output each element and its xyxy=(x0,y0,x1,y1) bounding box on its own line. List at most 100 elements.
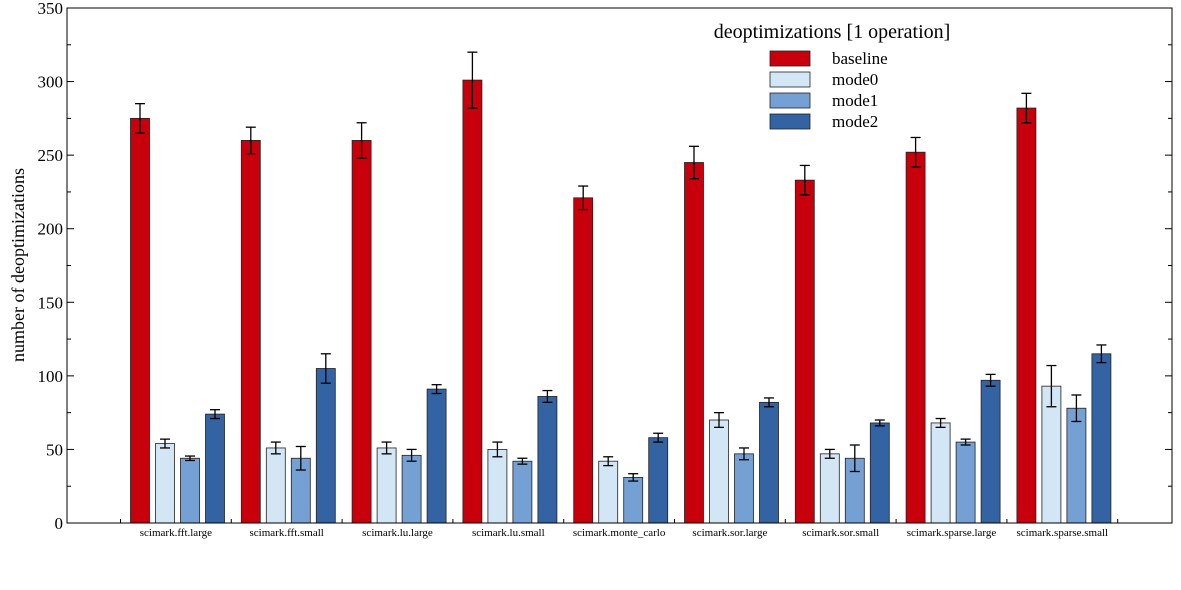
bar-mode1-scimark-sparse-large xyxy=(955,441,976,524)
bar-mode1-scimark-sparse-small xyxy=(1066,407,1087,524)
legend-entries: baseline mode0 mode1 mode2 xyxy=(769,49,888,131)
bar-mode1-scimark-monte-carlo xyxy=(623,476,644,524)
bar-mode2-scimark-sparse-small xyxy=(1091,353,1112,524)
bar-mode2-scimark-lu-large xyxy=(426,388,447,524)
error-bar-mode2-scimark-sor-large xyxy=(764,397,774,408)
error-bar-mode2-scimark-sparse-large xyxy=(985,373,996,387)
error-bar-mode0-scimark-fft-large xyxy=(160,438,170,449)
bar-mode1-scimark-fft-large xyxy=(180,457,200,524)
error-bar-mode1-scimark-fft-large xyxy=(185,455,195,462)
x-tick-label-scimark-monte-carlo: scimark.monte_carlo xyxy=(573,527,666,539)
bar-mode2-scimark-sor-large xyxy=(759,401,779,524)
legend-swatch-baseline xyxy=(769,50,811,67)
bar-baseline-scimark-sparse-small xyxy=(1016,107,1037,524)
y-axis: 0 50 100 150 200 250 300 350 xyxy=(38,0,1172,533)
bar-mode1-scimark-sor-large xyxy=(734,453,754,524)
error-bar-baseline-scimark-lu-small xyxy=(467,51,478,109)
error-bar-mode1-scimark-lu-large xyxy=(406,448,417,462)
error-bar-baseline-scimark-sparse-large xyxy=(910,136,921,168)
x-tick-label-scimark-sparse-small: scimark.sparse.small xyxy=(1016,527,1108,539)
bar-mode0-scimark-sparse-large xyxy=(930,422,951,524)
bar-mode0-scimark-lu-small xyxy=(487,449,508,524)
error-bar-mode1-scimark-fft-small xyxy=(295,445,306,471)
bar-mode2-scimark-fft-large xyxy=(205,413,225,524)
x-tick-label-scimark-lu-small: scimark.lu.small xyxy=(472,527,545,539)
y-tick-label-350: 350 xyxy=(38,0,64,18)
x-axis: scimark.fft.large scimark.fft.small scimar… xyxy=(120,519,1119,539)
error-bar-mode0-scimark-lu-small xyxy=(492,441,503,458)
bar-baseline-scimark-lu-small xyxy=(462,79,483,524)
bar-mode1-scimark-lu-small xyxy=(512,460,533,524)
bar-mode0-scimark-fft-large xyxy=(155,443,175,524)
legend: deoptimizations [1 operation] baseline mo… xyxy=(714,21,951,131)
legend-label-mode2: mode2 xyxy=(832,112,878,131)
bar-mode1-scimark-lu-large xyxy=(401,454,422,524)
error-bar-baseline-scimark-fft-large xyxy=(135,102,145,134)
error-bar-mode2-scimark-fft-small xyxy=(320,353,331,384)
error-bar-mode0-scimark-sor-large xyxy=(714,411,724,429)
bar-mode0-scimark-lu-large xyxy=(376,447,397,524)
error-bar-mode1-scimark-sparse-small xyxy=(1071,394,1082,423)
bar-mode0-scimark-monte-carlo xyxy=(598,460,619,524)
error-bar-mode0-scimark-sor-small xyxy=(824,448,835,459)
legend-label-mode0: mode0 xyxy=(832,70,878,89)
legend-swatch-mode0 xyxy=(769,71,811,88)
bar-mode2-scimark-monte-carlo xyxy=(648,437,669,524)
error-bar-baseline-scimark-lu-large xyxy=(356,122,367,159)
legend-label-baseline: baseline xyxy=(832,49,888,68)
bar-mode0-scimark-sor-small xyxy=(819,453,840,524)
error-bar-mode0-scimark-fft-small xyxy=(270,441,281,455)
bar-baseline-scimark-fft-large xyxy=(130,117,150,524)
error-bar-baseline-scimark-sparse-small xyxy=(1021,92,1032,124)
bar-mode0-scimark-sor-large xyxy=(709,419,729,524)
x-tick-label-scimark-fft-small: scimark.fft.small xyxy=(250,527,324,539)
error-bar-mode1-scimark-lu-small xyxy=(517,457,528,465)
error-bar-baseline-scimark-sor-small xyxy=(799,164,810,196)
error-bars-layer xyxy=(135,51,1107,482)
y-tick-label-100: 100 xyxy=(38,367,64,386)
legend-swatch-mode1 xyxy=(769,92,811,109)
bar-baseline-scimark-lu-large xyxy=(351,140,372,524)
bar-mode0-scimark-fft-small xyxy=(265,447,286,524)
bar-baseline-scimark-sor-large xyxy=(684,162,704,524)
error-bar-mode1-scimark-sor-small xyxy=(849,444,860,473)
error-bar-baseline-scimark-monte-carlo xyxy=(578,185,589,211)
bar-mode2-scimark-lu-small xyxy=(537,396,558,524)
bar-baseline-scimark-sor-small xyxy=(794,179,815,524)
error-bar-mode2-scimark-sor-small xyxy=(874,419,885,427)
error-bar-mode1-scimark-sparse-large xyxy=(960,438,971,446)
error-bar-mode2-scimark-monte-carlo xyxy=(653,432,664,443)
error-bar-mode2-scimark-lu-large xyxy=(431,384,442,395)
x-tick-label-scimark-lu-large: scimark.lu.large xyxy=(362,527,433,539)
error-bar-mode1-scimark-sor-large xyxy=(739,447,749,461)
x-tick-label-scimark-sor-large: scimark.sor.large xyxy=(692,527,767,539)
bars-layer xyxy=(130,79,1112,524)
legend-title: deoptimizations [1 operation] xyxy=(714,21,951,43)
x-tick-label-scimark-sparse-large: scimark.sparse.large xyxy=(907,527,997,539)
legend-label-mode1: mode1 xyxy=(832,91,878,110)
error-bar-mode2-scimark-lu-small xyxy=(542,389,553,403)
bar-mode2-scimark-fft-small xyxy=(315,368,336,524)
x-tick-label-scimark-sor-small: scimark.sor.small xyxy=(802,527,879,539)
error-bar-mode0-scimark-monte-carlo xyxy=(603,456,614,467)
legend-swatch-mode2 xyxy=(769,113,811,130)
bar-baseline-scimark-monte-carlo xyxy=(573,197,594,524)
error-bar-mode0-scimark-lu-large xyxy=(381,441,392,455)
y-tick-label-300: 300 xyxy=(38,73,64,92)
y-axis-title: number of deoptimizations xyxy=(8,168,28,362)
y-tick-label-150: 150 xyxy=(38,293,64,312)
error-bar-mode0-scimark-sparse-small xyxy=(1046,364,1057,408)
error-bar-baseline-scimark-fft-small xyxy=(245,126,256,155)
error-bar-baseline-scimark-sor-large xyxy=(689,145,699,180)
plot-frame xyxy=(66,7,1173,524)
y-tick-label-0: 0 xyxy=(55,514,64,533)
error-bar-mode2-scimark-sparse-small xyxy=(1096,344,1107,364)
error-bar-mode1-scimark-monte-carlo xyxy=(628,473,639,482)
bar-baseline-scimark-sparse-large xyxy=(905,151,926,524)
x-tick-label-scimark-fft-large: scimark.fft.large xyxy=(140,527,212,539)
y-tick-label-200: 200 xyxy=(38,220,64,239)
bar-mode2-scimark-sparse-large xyxy=(980,379,1001,524)
bar-baseline-scimark-fft-small xyxy=(240,140,261,524)
error-bar-mode2-scimark-fft-large xyxy=(210,409,220,420)
